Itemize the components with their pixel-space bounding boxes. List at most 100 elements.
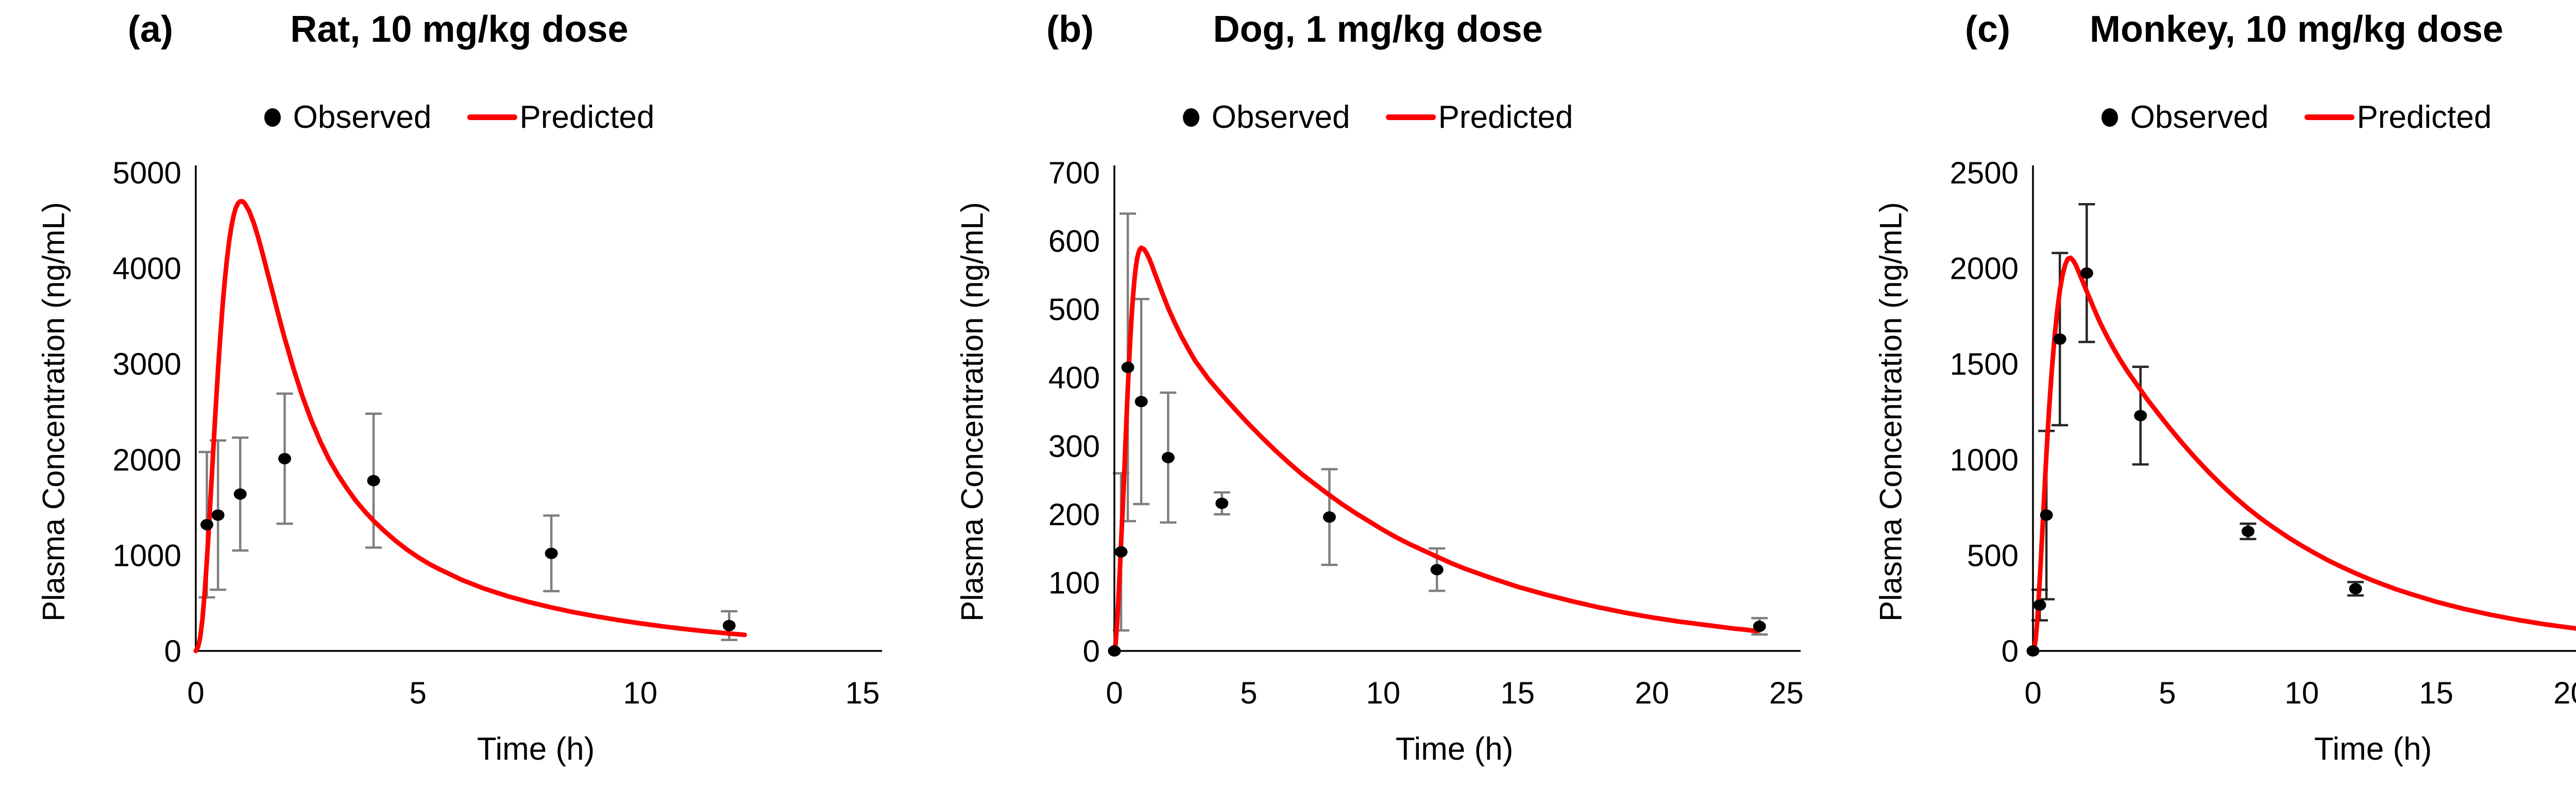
y-tick-label: 2500 bbox=[1950, 156, 2019, 190]
y-tick-label: 0 bbox=[164, 634, 181, 668]
legend-item-predicted: Predicted bbox=[467, 99, 654, 136]
y-tick-label: 200 bbox=[1048, 497, 1100, 532]
y-tick-label: 5000 bbox=[113, 156, 181, 190]
x-axis-title: Time (h) bbox=[1395, 731, 1514, 767]
panel-rat-title: Rat, 10 mg/kg dose bbox=[290, 9, 629, 50]
y-tick-label: 500 bbox=[1048, 292, 1100, 327]
legend-item-predicted: Predicted bbox=[2304, 99, 2492, 136]
observed-marker-icon bbox=[1182, 108, 1199, 127]
x-tick-label: 0 bbox=[1106, 676, 1123, 710]
x-tick-label: 10 bbox=[2284, 676, 2319, 710]
y-tick-label: 500 bbox=[1967, 538, 2019, 573]
legend-label-observed: Observed bbox=[293, 99, 432, 135]
observed-point bbox=[1134, 396, 1148, 408]
legend-label-observed: Observed bbox=[2130, 99, 2269, 135]
y-tick-label: 300 bbox=[1048, 429, 1100, 463]
observed-point bbox=[1108, 645, 1121, 657]
panel-rat-title-row: (a) Rat, 10 mg/kg dose bbox=[0, 8, 919, 55]
observed-point bbox=[233, 488, 247, 500]
x-tick-label: 5 bbox=[2159, 676, 2176, 710]
panel-dog: (b) Dog, 1 mg/kg dose Observed Predicted… bbox=[919, 0, 1837, 804]
panel-monkey-title-row: (c) Monkey, 10 mg/kg dose bbox=[1837, 8, 2576, 55]
x-tick-label: 0 bbox=[2024, 676, 2041, 710]
y-tick-label: 1500 bbox=[1950, 347, 2019, 381]
panel-dog-title-row: (b) Dog, 1 mg/kg dose bbox=[919, 8, 1837, 55]
panel-monkey-legend: Observed Predicted bbox=[1837, 99, 2576, 136]
observed-point bbox=[722, 619, 736, 631]
legend-item-predicted: Predicted bbox=[1386, 99, 1573, 136]
y-tick-label: 1000 bbox=[1950, 443, 2019, 477]
legend-item-observed: Observed bbox=[2101, 99, 2269, 136]
x-tick-label: 0 bbox=[187, 676, 204, 710]
observed-point bbox=[1114, 546, 1128, 558]
observed-point bbox=[2033, 599, 2046, 611]
y-tick-label: 2000 bbox=[113, 443, 181, 477]
observed-point bbox=[1161, 451, 1175, 463]
x-tick-label: 10 bbox=[623, 676, 657, 710]
observed-point bbox=[1753, 621, 1766, 632]
observed-point bbox=[545, 547, 558, 559]
y-tick-label: 0 bbox=[1083, 634, 1100, 668]
x-tick-label: 20 bbox=[2553, 676, 2576, 710]
y-tick-label: 4000 bbox=[113, 252, 181, 286]
y-tick-label: 100 bbox=[1048, 565, 1100, 600]
predicted-line-icon bbox=[1386, 114, 1436, 120]
panel-rat-legend: Observed Predicted bbox=[0, 99, 919, 136]
x-tick-label: 10 bbox=[1366, 676, 1400, 710]
observed-point bbox=[2134, 410, 2147, 422]
panel-monkey: (c) Monkey, 10 mg/kg dose Observed Predi… bbox=[1837, 0, 2576, 804]
observed-point bbox=[1430, 564, 1444, 576]
x-tick-label: 5 bbox=[1240, 676, 1257, 710]
panel-dog-label: (b) bbox=[1046, 9, 1094, 50]
x-tick-label: 15 bbox=[845, 676, 880, 710]
x-tick-label: 15 bbox=[2419, 676, 2453, 710]
observed-point bbox=[1215, 497, 1229, 509]
legend-label-predicted: Predicted bbox=[519, 99, 655, 135]
y-tick-label: 400 bbox=[1048, 361, 1100, 395]
observed-point bbox=[367, 475, 380, 487]
x-tick-label: 15 bbox=[1500, 676, 1535, 710]
observed-point bbox=[2080, 267, 2093, 279]
observed-point bbox=[278, 453, 292, 464]
legend-label-predicted: Predicted bbox=[2357, 99, 2492, 135]
x-tick-label: 5 bbox=[410, 676, 427, 710]
legend-label-predicted: Predicted bbox=[1438, 99, 1573, 135]
observed-marker-icon bbox=[264, 108, 281, 127]
observed-point bbox=[2026, 645, 2040, 657]
panel-dog-legend: Observed Predicted bbox=[919, 99, 1837, 136]
predicted-line-icon bbox=[467, 114, 518, 120]
observed-point bbox=[2040, 509, 2053, 521]
predicted-line-icon bbox=[2304, 114, 2355, 120]
legend-item-observed: Observed bbox=[264, 99, 432, 136]
x-tick-label: 25 bbox=[1769, 676, 1804, 710]
legend-label-observed: Observed bbox=[1211, 99, 1350, 135]
observed-point bbox=[200, 519, 214, 531]
observed-point bbox=[2349, 583, 2362, 595]
plot-area-rat: 0 1000 2000 3000 4000 5000 0 5 10 15 bbox=[113, 156, 882, 710]
x-axis-title: Time (h) bbox=[2314, 731, 2432, 767]
y-tick-label: 3000 bbox=[113, 347, 181, 381]
x-axis-title: Time (h) bbox=[477, 731, 595, 767]
observed-point bbox=[2053, 333, 2066, 345]
y-tick-label: 700 bbox=[1048, 156, 1100, 190]
panel-monkey-title: Monkey, 10 mg/kg dose bbox=[2090, 9, 2503, 50]
panel-monkey-label: (c) bbox=[1965, 9, 2010, 50]
observed-point bbox=[211, 509, 225, 521]
predicted-curve bbox=[193, 199, 747, 654]
panel-rat: (a) Rat, 10 mg/kg dose Observed Predicte… bbox=[0, 0, 919, 804]
observed-marker-icon bbox=[2101, 108, 2118, 127]
x-tick-label: 20 bbox=[1635, 676, 1669, 710]
panel-dog-title: Dog, 1 mg/kg dose bbox=[1213, 9, 1543, 50]
legend-item-observed: Observed bbox=[1182, 99, 1350, 136]
predicted-curve bbox=[2030, 255, 2576, 654]
observed-point bbox=[1121, 361, 1134, 373]
y-tick-label: 1000 bbox=[113, 538, 181, 573]
panel-rat-label: (a) bbox=[128, 9, 173, 50]
observed-point bbox=[2241, 526, 2255, 537]
y-tick-label: 600 bbox=[1048, 224, 1100, 259]
y-tick-label: 0 bbox=[2002, 634, 2019, 668]
y-tick-label: 2000 bbox=[1950, 252, 2019, 286]
plot-area-monkey: 050010001500200025000510152025 bbox=[1950, 156, 2576, 710]
plot-area-dog: 0 100 200 300 400 500 600 700 0 5 10 15 20 25 bbox=[1048, 156, 1804, 710]
